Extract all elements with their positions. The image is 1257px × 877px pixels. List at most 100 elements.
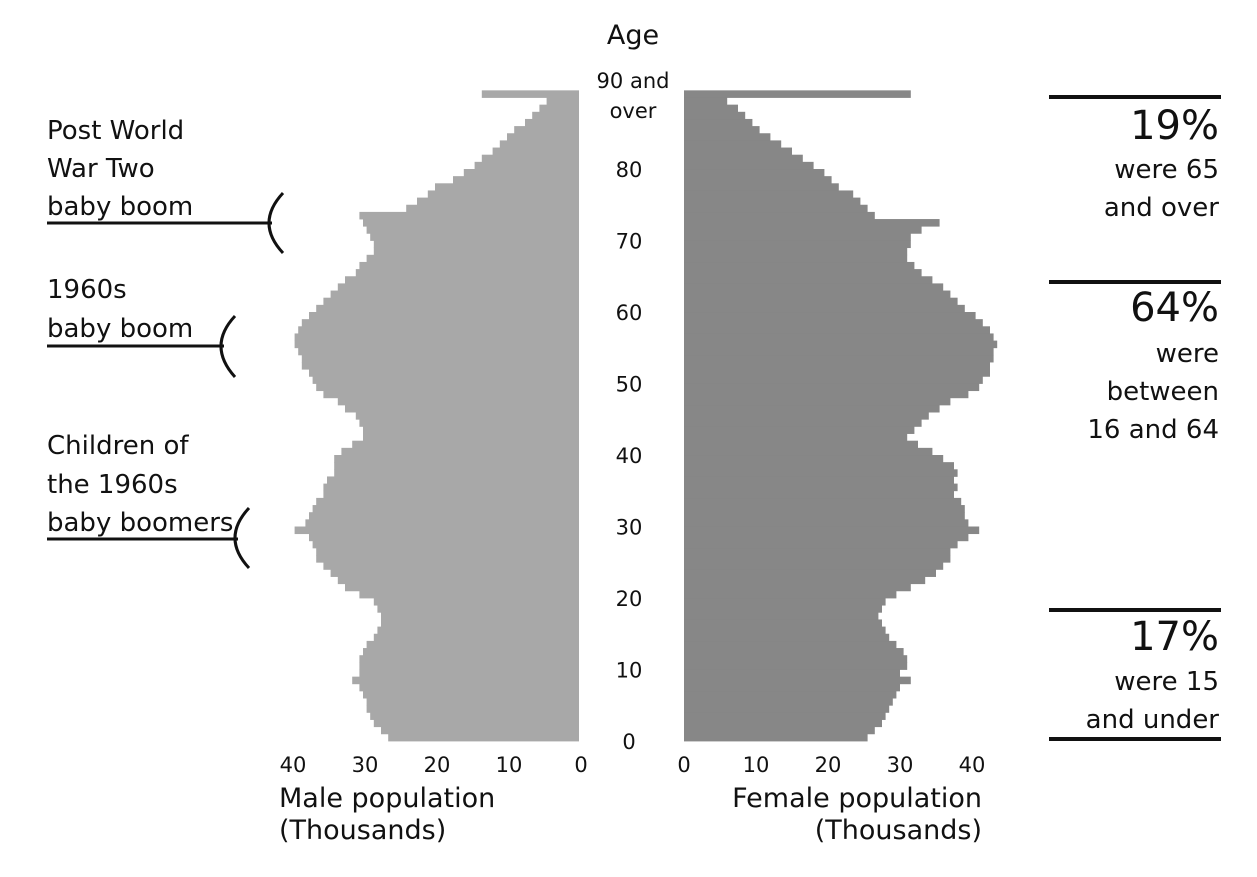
male-bar-age-31 xyxy=(309,512,579,520)
male-bar-age-83 xyxy=(499,140,579,148)
male-bar-age-81 xyxy=(481,154,579,163)
female-bar-age-18 xyxy=(684,605,882,613)
male-bar-age-11 xyxy=(359,655,579,663)
female-bar-age-15 xyxy=(684,626,886,635)
male-bar-age-87 xyxy=(532,111,579,120)
male-bar-age-12 xyxy=(363,648,579,656)
male-x-tick-30: 30 xyxy=(352,753,379,777)
female-bar-age-72 xyxy=(684,219,940,227)
stat-16-64-line1: were xyxy=(1156,339,1219,369)
female-bar-age-0 xyxy=(684,733,868,742)
stat-65-line2: and over xyxy=(1104,193,1219,223)
female-bar-age-22 xyxy=(684,576,926,585)
male-bar-age-37 xyxy=(334,469,579,477)
male-bar-age-8 xyxy=(352,676,579,685)
female-bar-age-7 xyxy=(684,683,900,692)
male-bar-age-78 xyxy=(453,176,579,184)
male-bar-age-41 xyxy=(352,440,579,449)
male-bar-age-22 xyxy=(337,576,579,585)
female-bar-age-90plus xyxy=(684,90,911,98)
male-bar-age-74 xyxy=(406,204,579,213)
female-bar-age-21 xyxy=(684,583,911,592)
annotation-children-bracket xyxy=(233,506,251,570)
female-axis-title-line1: Female population xyxy=(732,783,982,814)
female-bar-age-52 xyxy=(684,362,990,370)
stat-16-64-value: 64% xyxy=(1130,285,1219,331)
female-bar-age-26 xyxy=(684,547,951,556)
female-bar-age-4 xyxy=(684,705,890,713)
male-bar-age-50 xyxy=(312,376,579,384)
male-bar-age-52 xyxy=(301,362,579,370)
male-bar-age-7 xyxy=(359,683,579,692)
male-axis-title-line1: Male population xyxy=(279,783,495,814)
age-tick-labels: 0 10 20 30 40 50 60 70 80 xyxy=(616,158,643,754)
female-bar-age-59 xyxy=(684,312,976,320)
male-x-tick-labels: 40 30 20 10 0 xyxy=(280,753,588,777)
male-bar-age-59 xyxy=(309,312,579,320)
annotation-post-war-line3: baby boom xyxy=(47,192,193,222)
male-bar-age-4 xyxy=(366,705,579,713)
male-bar-age-18 xyxy=(377,605,579,613)
male-bar-age-58 xyxy=(301,319,579,327)
male-bar-age-30 xyxy=(305,519,579,527)
female-bar-age-66 xyxy=(684,261,915,270)
female-bar-age-82 xyxy=(684,147,792,156)
age-tick-label-0: 0 xyxy=(622,730,635,754)
stat-15-line2: and under xyxy=(1086,705,1220,735)
male-bar-age-0 xyxy=(388,733,579,742)
stat-65-value: 19% xyxy=(1130,103,1219,149)
female-bar-age-47 xyxy=(684,397,951,406)
male-x-tick-10: 10 xyxy=(496,753,523,777)
male-bar-age-27 xyxy=(312,540,579,549)
male-bar-age-32 xyxy=(312,505,579,513)
male-bar-age-63 xyxy=(337,283,579,291)
stat-16-64-line2: between xyxy=(1107,377,1219,407)
female-x-tick-10: 10 xyxy=(743,753,770,777)
female-bar-age-31 xyxy=(684,512,965,520)
female-bar-age-67 xyxy=(684,254,908,263)
male-bar-age-16 xyxy=(381,619,579,627)
female-bar-age-73 xyxy=(684,211,875,220)
age-axis-title: Age xyxy=(607,20,659,51)
female-bar-age-76 xyxy=(684,190,854,198)
male-bar-age-14 xyxy=(373,633,579,642)
female-bar-age-85 xyxy=(684,126,760,134)
female-bar-age-42 xyxy=(684,433,908,442)
male-bar-age-89 xyxy=(546,97,579,106)
female-bar-age-6 xyxy=(684,690,897,699)
male-bar-age-54 xyxy=(298,347,579,356)
female-bar-age-78 xyxy=(684,176,832,184)
female-x-tick-labels: 40 30 20 10 0 xyxy=(677,753,985,777)
female-bar-age-48 xyxy=(684,390,969,399)
age-tick-label-60: 60 xyxy=(616,301,643,325)
male-bar-age-69 xyxy=(373,240,579,249)
male-x-tick-20: 20 xyxy=(424,753,451,777)
annotation-post-war-boom: Post World War Two baby boom xyxy=(47,116,285,255)
female-bar-age-39 xyxy=(684,455,944,463)
age-tick-label-40: 40 xyxy=(616,444,643,468)
male-bar-age-39 xyxy=(334,455,579,463)
male-bar-age-62 xyxy=(330,290,579,299)
female-bar-age-61 xyxy=(684,297,958,306)
female-bar-age-56 xyxy=(684,333,994,341)
female-bar-age-60 xyxy=(684,304,965,313)
age-tick-label-30: 30 xyxy=(616,516,643,540)
male-bar-age-45 xyxy=(355,412,579,420)
female-bar-age-83 xyxy=(684,140,782,148)
female-bar-age-68 xyxy=(684,247,908,256)
male-bar-age-35 xyxy=(323,483,579,492)
female-bar-age-28 xyxy=(684,533,969,542)
male-bar-age-36 xyxy=(327,476,579,484)
female-bar-age-45 xyxy=(684,412,929,420)
annotation-post-war-line2: War Two xyxy=(47,154,155,184)
female-bar-age-10 xyxy=(684,662,908,670)
male-bar-age-57 xyxy=(298,326,579,334)
female-bar-age-38 xyxy=(684,462,954,470)
male-bar-age-48 xyxy=(323,390,579,399)
female-bar-age-29 xyxy=(684,526,980,535)
male-bar-age-3 xyxy=(370,712,579,720)
female-bar-age-24 xyxy=(684,562,944,570)
female-bar-age-35 xyxy=(684,483,958,492)
female-bar-age-53 xyxy=(684,354,994,363)
male-bar-age-40 xyxy=(341,447,579,456)
